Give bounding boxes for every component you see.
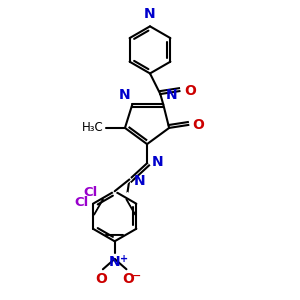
Text: H₃C: H₃C: [82, 122, 104, 134]
Text: N: N: [109, 254, 121, 268]
Text: N: N: [144, 7, 156, 21]
Text: −: −: [132, 271, 142, 281]
Text: +: +: [120, 254, 128, 264]
Text: Cl: Cl: [83, 186, 98, 199]
Text: N: N: [134, 174, 146, 188]
Text: O: O: [193, 118, 205, 132]
Text: N: N: [166, 88, 177, 102]
Text: O: O: [122, 272, 134, 286]
Text: N: N: [152, 155, 163, 169]
Text: O: O: [95, 272, 107, 286]
Text: Cl: Cl: [74, 196, 88, 209]
Text: N: N: [118, 88, 130, 102]
Text: O: O: [184, 84, 196, 98]
